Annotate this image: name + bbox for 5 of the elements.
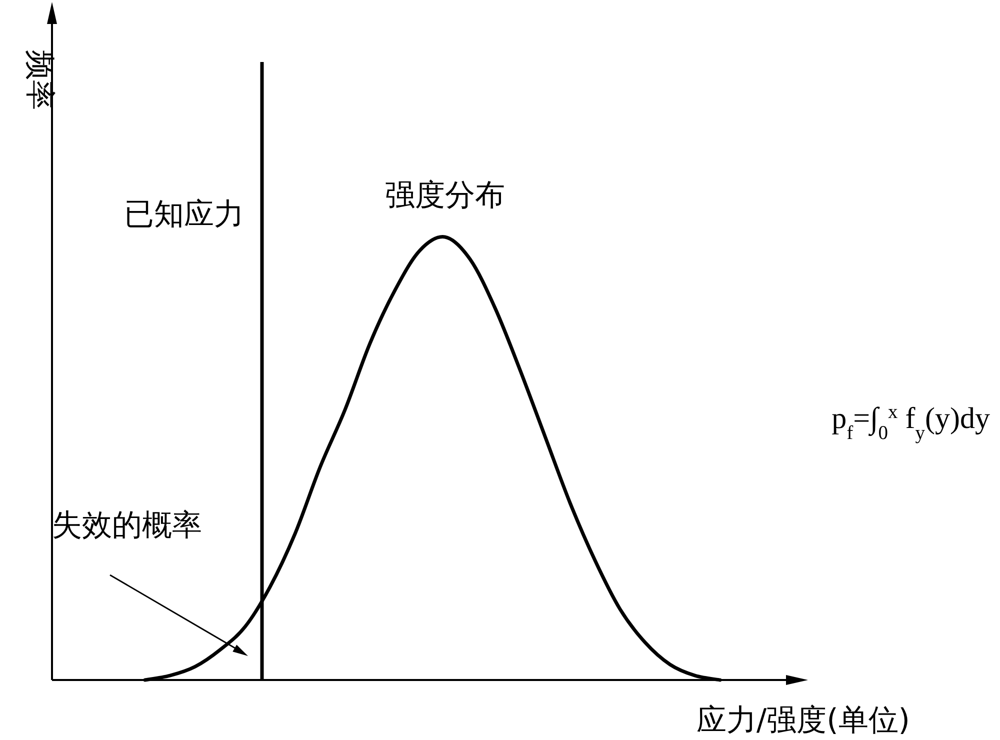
text: 强度分布 [385, 178, 505, 213]
annotation: 失效的概率 [52, 508, 202, 543]
x-axis-title: 应力/强度(单位) [696, 703, 910, 738]
text: 已知应力 [124, 197, 244, 232]
text: p$_{f}$=∫$_{0}$$^{x}$ f$_{y}$(y)dy [832, 402, 990, 444]
